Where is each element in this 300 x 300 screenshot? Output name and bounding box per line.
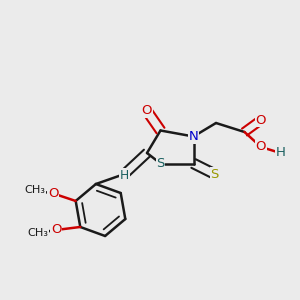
Text: O: O xyxy=(48,187,58,200)
Text: O: O xyxy=(256,113,266,127)
Text: N: N xyxy=(189,130,198,143)
Text: H: H xyxy=(120,169,129,182)
Text: O: O xyxy=(142,104,152,118)
Text: H: H xyxy=(276,146,285,160)
Text: CH₃: CH₃ xyxy=(27,228,48,238)
Text: S: S xyxy=(156,157,165,170)
Text: CH₃: CH₃ xyxy=(24,185,45,196)
Text: O: O xyxy=(51,224,62,236)
Text: S: S xyxy=(210,167,219,181)
Text: O: O xyxy=(256,140,266,154)
